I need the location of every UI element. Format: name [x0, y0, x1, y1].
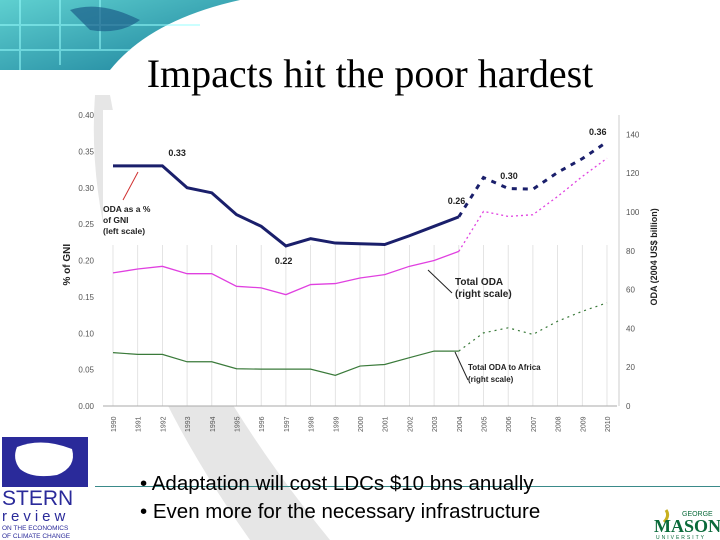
- svg-text:GEORGE: GEORGE: [682, 511, 713, 518]
- y-left-axis-label: % of GNI: [62, 244, 73, 286]
- x-tick-label: 2010: [605, 416, 612, 432]
- x-tick-label: 1996: [259, 416, 266, 432]
- data-label: 0.22: [275, 256, 293, 266]
- x-tick-label: 1998: [309, 416, 316, 432]
- y-right-tick-label: 40: [626, 324, 635, 333]
- annotation-arrow: [122, 171, 139, 201]
- data-label: 0.26: [448, 196, 466, 206]
- divider-line: [95, 486, 720, 487]
- series-line-actual: [113, 164, 460, 248]
- svg-text:STERN: STERN: [2, 487, 73, 510]
- x-tick-label: 1994: [210, 416, 217, 432]
- y-left-tick-label: 0.00: [78, 402, 94, 411]
- y-left-tick-label: 0.35: [78, 147, 94, 156]
- stern-review-logo: STERN review ON THE ECONOMICS OF CLIMATE…: [2, 437, 88, 540]
- svg-text:OF CLIMATE CHANGE: OF CLIMATE CHANGE: [2, 533, 71, 540]
- series-line-actual: [112, 350, 459, 376]
- bullet-2-text: Even more for the necessary infrastructu…: [152, 500, 541, 523]
- x-tick-label: 2003: [432, 416, 439, 432]
- x-tick-label: 1993: [185, 416, 192, 432]
- bullet-2: • Even more for the necessary infrastruc…: [140, 500, 541, 523]
- y-right-tick-label: 100: [626, 208, 640, 217]
- data-label: 0.30: [500, 171, 518, 181]
- series-line-projected: [458, 302, 608, 352]
- y-left-tick-label: 0.20: [78, 257, 94, 266]
- x-tick-label: 1992: [160, 416, 167, 432]
- x-tick-label: 2001: [383, 416, 390, 432]
- george-mason-logo: GEORGE MASON UNIVERSITY: [654, 509, 720, 540]
- data-label: 0.33: [168, 148, 186, 158]
- x-tick-label: 1991: [136, 416, 143, 432]
- annotation-arrow: [454, 351, 469, 381]
- data-label: 0.36: [589, 127, 607, 137]
- x-tick-label: 1999: [333, 416, 340, 432]
- annotation-text: (left scale): [103, 226, 145, 236]
- x-tick-label: 2005: [482, 416, 489, 432]
- x-tick-label: 1997: [284, 416, 291, 432]
- svg-text:MASON: MASON: [654, 516, 720, 536]
- annotation-text: ODA as a %: [103, 204, 151, 214]
- y-right-tick-label: 140: [626, 130, 640, 139]
- x-tick-label: 2000: [358, 416, 365, 432]
- x-tick-label: 2006: [506, 416, 513, 432]
- y-left-tick-label: 0.05: [78, 366, 94, 375]
- svg-text:ON THE ECONOMICS: ON THE ECONOMICS: [2, 525, 69, 532]
- y-right-tick-label: 120: [626, 169, 640, 178]
- series-line-actual: [112, 250, 460, 296]
- x-tick-label: 1990: [111, 416, 118, 432]
- bullet-1-text: Adaptation will cost LDCs $10 bns anuall…: [151, 472, 534, 495]
- slide-title: Impacts hit the poor hardest: [146, 51, 594, 96]
- annotation-text: (right scale): [468, 375, 514, 384]
- svg-text:UNIVERSITY: UNIVERSITY: [656, 535, 706, 540]
- annotation-text: (right scale): [455, 289, 512, 300]
- y-left-tick-label: 0.25: [78, 220, 94, 229]
- series-line-projected: [457, 140, 608, 218]
- annotation-text: of GNI: [103, 215, 129, 225]
- x-tick-label: 2009: [580, 416, 587, 432]
- x-tick-label: 1995: [235, 416, 242, 432]
- y-left-tick-label: 0.30: [78, 184, 94, 193]
- series-line-projected: [458, 157, 608, 252]
- y-right-axis-label: ODA (2004 US$ billion): [649, 208, 659, 305]
- y-right-tick-label: 80: [626, 247, 635, 256]
- x-tick-label: 2007: [531, 416, 538, 432]
- bullet-1: • Adaptation will cost LDCs $10 bns anua…: [140, 472, 534, 495]
- annotation-text: Total ODA to Africa: [468, 363, 541, 372]
- x-tick-label: 2002: [407, 416, 414, 432]
- x-tick-label: 2008: [556, 416, 563, 432]
- y-left-tick-label: 0.10: [78, 329, 94, 338]
- annotation-text: Total ODA: [455, 277, 503, 288]
- svg-text:review: review: [2, 508, 69, 525]
- y-right-tick-label: 0: [626, 402, 631, 411]
- y-right-tick-label: 60: [626, 286, 635, 295]
- y-left-tick-label: 0.40: [78, 111, 94, 120]
- y-right-tick-label: 20: [626, 363, 635, 372]
- y-left-tick-label: 0.15: [78, 293, 94, 302]
- x-tick-label: 2004: [457, 416, 464, 432]
- annotation-arrow: [427, 269, 453, 294]
- globe-decoration: [0, 0, 240, 70]
